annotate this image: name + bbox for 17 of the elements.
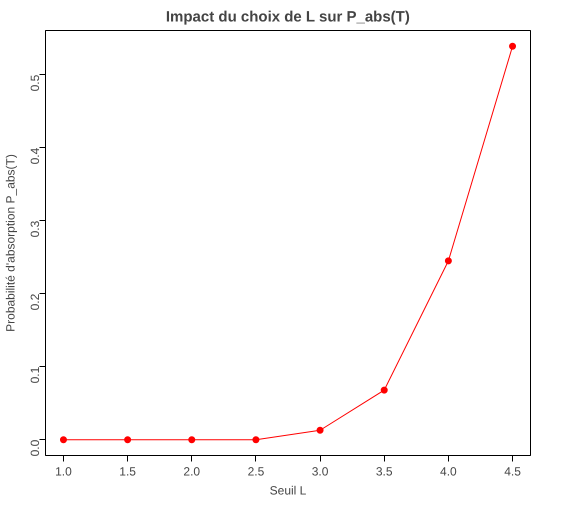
x-tick-label: 4.5 bbox=[504, 464, 522, 478]
x-tick-label: 3.0 bbox=[312, 464, 329, 478]
y-tick-label: 0.2 bbox=[28, 293, 42, 310]
y-tick-label: 0.1 bbox=[28, 366, 42, 384]
x-tick-label: 1.5 bbox=[119, 464, 136, 478]
y-tick-label: 0.4 bbox=[28, 147, 42, 164]
x-tick-label: 3.5 bbox=[376, 464, 393, 478]
x-axis-title: Seuil L bbox=[270, 484, 307, 498]
x-tick-label: 2.5 bbox=[248, 464, 265, 478]
x-tick-label: 1.0 bbox=[55, 464, 72, 478]
x-tick-label: 4.0 bbox=[440, 464, 458, 478]
y-tick-label: 0.0 bbox=[28, 439, 42, 456]
chart-title: Impact du choix de L sur P_abs(T) bbox=[166, 8, 410, 26]
y-axis-title: Probabilité d'absorption P_abs(T) bbox=[4, 154, 18, 332]
y-tick-label: 0.3 bbox=[28, 220, 42, 238]
y-tick-label: 0.5 bbox=[28, 74, 42, 92]
x-tick-label: 2.0 bbox=[183, 464, 200, 478]
